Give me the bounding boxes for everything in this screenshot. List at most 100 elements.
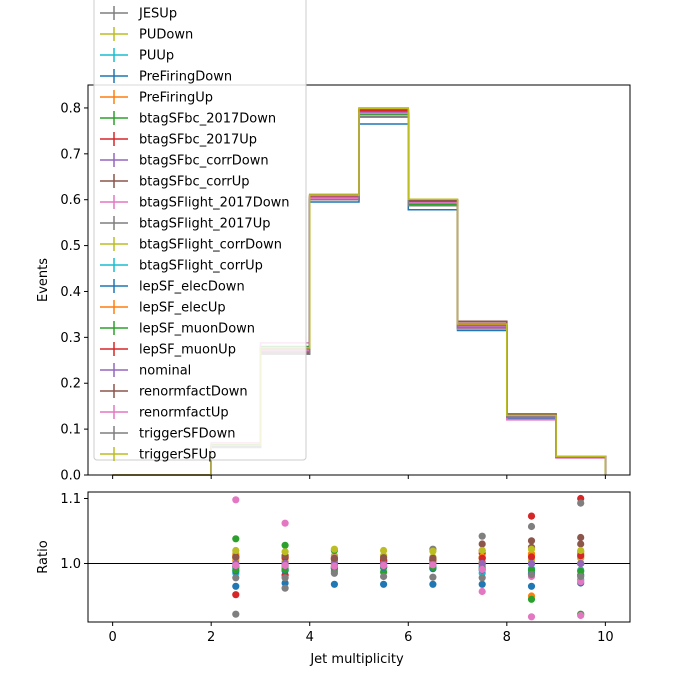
ratio-point-10-7: [527, 613, 536, 621]
ratio-point-17-6: [478, 554, 486, 562]
legend-label-15: lepSF_elecUp: [139, 301, 226, 316]
ratio-point-11-8: [577, 499, 585, 507]
ratio-point-22-7: [527, 545, 536, 553]
x-tick-label: 2: [207, 630, 215, 645]
ratio-x-ticks: 0 2 4 6 8 10: [108, 622, 614, 645]
legend-label-10: btagSFlight_2017Down: [139, 196, 290, 211]
ratio-point-20-6: [478, 565, 486, 574]
ratio-point-20-1: [232, 561, 240, 570]
ratio-y-ticks: 1.0 1.1: [60, 492, 88, 572]
legend-label-12: btagSFlight_corrDown: [139, 238, 282, 253]
ratio-point-9-8: [577, 533, 585, 542]
ratio-point-20-5: [429, 561, 437, 569]
ratio-point-10-1: [232, 496, 240, 504]
ratio-point-21-5: [429, 573, 437, 581]
histogram-y-tick-label: 0.7: [60, 147, 81, 162]
ratio-point-22-8: [577, 546, 585, 555]
ratio-point-4-3: [330, 580, 338, 588]
legend-label-9: btagSFbc_corrUp: [139, 175, 250, 190]
x-tick-label: 6: [404, 630, 412, 645]
ratio-point-19-6: [478, 540, 486, 548]
histogram-y-tick-label: 0.4: [60, 285, 81, 300]
ratio-points-group: [232, 494, 585, 621]
ratio-point-21-1: [232, 574, 240, 582]
legend-box: [93, 0, 307, 461]
legend-label-17: lepSF_muonUp: [139, 343, 236, 358]
x-tick-label: 10: [597, 630, 614, 645]
ratio-point-4-7: [527, 582, 536, 590]
legend-label-19: renormfactDown: [139, 385, 248, 400]
histogram-x-ticks: [112, 475, 606, 479]
ratio-y-tick-label: 1.1: [60, 492, 81, 507]
legend-label-5: PreFiringUp: [139, 91, 213, 106]
ratio-point-18-6: [478, 559, 486, 568]
ratio-point-21-6: [478, 574, 486, 582]
ratio-point-6-7: [527, 595, 536, 603]
ratio-point-21-4: [380, 572, 388, 581]
ratio-point-4-5: [429, 580, 437, 588]
histogram-frame: [87, 84, 631, 476]
legend-label-4: PreFiringDown: [139, 70, 232, 85]
ratio-point-17-7: [527, 553, 536, 561]
ratio-point-21-3: [330, 569, 338, 577]
legend-label-20: renormfactUp: [139, 406, 229, 421]
histogram-panel: 0.0 0.1 0.2 0.3 0.4 0.5 0.6 0.7 0.8 Events JESUp…: [36, 0, 631, 484]
ratio-panel: 1.0 1.1 0 2 4 6 8 10 Ratio Jet multiplicity: [36, 491, 631, 667]
ratio-point-18-7: [527, 559, 536, 568]
ratio-plot-area: [88, 492, 630, 622]
ratio-point-4-6: [478, 580, 486, 588]
ratio-point-21-2: [281, 574, 289, 582]
legend-label-21: triggerSFDown: [139, 427, 235, 442]
ratio-point-11-1: [232, 610, 240, 618]
histogram-y-tick-label: 0.0: [60, 469, 81, 484]
ratio-y-tick-label: 1.0: [60, 557, 81, 572]
ratio-point-6-1: [232, 535, 240, 543]
ratio-point-21-7: [527, 571, 536, 579]
ratio-point-22-2: [281, 548, 289, 556]
legend-label-6: btagSFbc_2017Down: [139, 112, 276, 127]
ratio-point-10-2: [281, 519, 289, 527]
histogram-y-tick-label: 0.8: [60, 101, 81, 116]
legend-label-18: nominal: [139, 364, 191, 379]
ratio-point-20-2: [281, 561, 289, 570]
ratio-point-22-4: [380, 546, 388, 555]
ratio-point-10-6: [478, 587, 486, 596]
histogram-y-tick-label: 0.6: [60, 193, 81, 208]
ratio-point-4-2: [281, 579, 289, 587]
histogram-y-tick-label: 0.2: [60, 377, 81, 392]
ratio-point-19-7: [527, 537, 536, 545]
ratio-point-19-1: [232, 553, 240, 561]
ratio-y-axis-label: Ratio: [36, 540, 51, 573]
histogram-y-ticks: 0.0 0.1 0.2 0.3 0.4 0.5 0.6 0.7 0.8: [60, 101, 88, 484]
legend-label-7: btagSFbc_2017Up: [139, 133, 257, 148]
ratio-point-19-8: [577, 540, 585, 548]
ratio-point-22-3: [330, 545, 338, 553]
ratio-point-7-1: [232, 591, 240, 599]
ratio-point-22-5: [429, 547, 437, 555]
ratio-point-11-6: [478, 532, 486, 540]
legend-label-11: btagSFlight_2017Up: [139, 217, 270, 232]
histogram-y-tick-label: 0.3: [60, 331, 81, 346]
ratio-point-4-4: [380, 580, 388, 588]
histogram-y-tick-label: 0.1: [60, 423, 81, 438]
legend-label-3: PUUp: [139, 49, 174, 64]
legend-label-2: PUDown: [139, 28, 193, 43]
histogram-y-axis-label: Events: [36, 258, 51, 302]
ratio-point-21-8: [577, 572, 585, 581]
ratio-point-22-6: [478, 546, 486, 555]
x-axis-label: Jet multiplicity: [309, 652, 404, 667]
ratio-point-19-4: [380, 554, 388, 562]
legend-label-8: btagSFbc_corrDown: [139, 154, 269, 169]
ratio-point-10-8: [577, 611, 585, 620]
ratio-point-4-1: [232, 582, 240, 590]
ratio-point-11-7: [527, 522, 536, 531]
legend: JESUp PUDown PUUp PreFiringDown PreFiringUp b…: [93, 0, 307, 463]
histogram-y-tick-label: 0.5: [60, 239, 81, 254]
x-tick-label: 0: [108, 630, 116, 645]
ratio-point-20-8: [577, 578, 585, 586]
legend-label-13: btagSFlight_corrUp: [139, 259, 263, 274]
ratio-point-11-2: [281, 584, 289, 592]
x-tick-label: 8: [503, 630, 511, 645]
legend-label-1: JESUp: [138, 7, 177, 22]
